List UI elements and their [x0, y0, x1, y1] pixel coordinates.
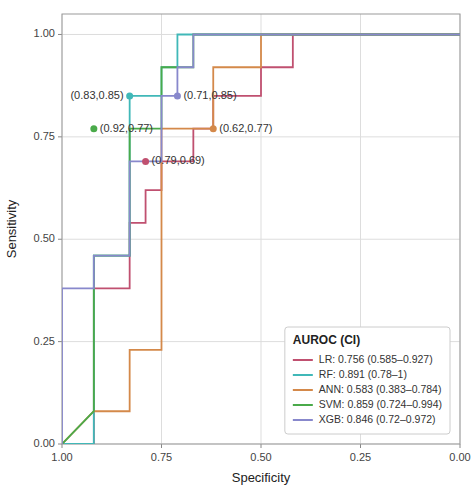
tick-label: 0.75	[34, 130, 55, 142]
chart: 1.000.750.500.250.000.000.250.500.751.00…	[0, 0, 474, 494]
legend-label: LR: 0.756 (0.585–0.927)	[319, 353, 433, 365]
tick-label: 0.50	[250, 451, 271, 463]
legend-swatch	[293, 374, 313, 376]
legend-box	[285, 327, 450, 434]
legend-swatch	[293, 404, 313, 406]
y-axis-label: Sensitivity	[4, 199, 19, 258]
roc-line	[62, 34, 460, 444]
point-label: (0.71,0.85)	[183, 89, 236, 101]
plot-area	[62, 34, 460, 444]
legend: AUROC (CI) LR: 0.756 (0.585–0.927) RF: 0.8…	[285, 327, 450, 434]
tick-mark	[261, 444, 262, 448]
point-marker	[90, 125, 97, 132]
tick-mark	[58, 34, 62, 35]
legend-title: AUROC (CI)	[293, 333, 360, 347]
roc-line	[62, 34, 460, 444]
tick-mark	[161, 444, 162, 448]
tick-label: 0.00	[449, 451, 470, 463]
point-marker	[174, 92, 181, 99]
grid-line	[62, 136, 460, 137]
point-marker	[126, 92, 133, 99]
tick-mark	[58, 444, 62, 445]
point-label: (0.79,0.69)	[152, 154, 205, 166]
grid-line	[62, 239, 460, 240]
point-label: (0.62,0.77)	[219, 122, 272, 134]
legend-label: XGB: 0.846 (0.72–0.972)	[319, 413, 436, 425]
point-label: (0.92,0.77)	[100, 122, 153, 134]
roc-line	[62, 34, 460, 444]
tick-label: 1.00	[51, 451, 72, 463]
tick-label: 0.50	[34, 232, 55, 244]
roc-line	[62, 34, 460, 444]
grid	[62, 14, 460, 444]
tick-mark	[62, 444, 63, 448]
tick-mark	[58, 239, 62, 240]
point-label: (0.83,0.85)	[70, 89, 123, 101]
legend-swatch	[293, 389, 313, 391]
tick-mark	[460, 444, 461, 448]
point-labels: (0.79,0.69) (0.83,0.85) (0.62,0.77) (0.92,0…	[70, 89, 272, 167]
tick-label: 0.00	[34, 437, 55, 449]
point-marker	[210, 125, 217, 132]
ticks: 1.00 0.75 0.50 0.25 0.00 0.00 0.25 0.50 0.75 1.00	[34, 27, 471, 463]
legend-label: ANN: 0.583 (0.383–0.784)	[319, 383, 442, 395]
plot-frame	[62, 14, 460, 444]
legend-swatch	[293, 419, 313, 421]
tick-label: 1.00	[34, 27, 55, 39]
point-marker	[142, 158, 149, 165]
legend-label: RF: 0.891 (0.78–1)	[319, 368, 407, 380]
tick-mark	[58, 136, 62, 137]
tick-mark	[58, 341, 62, 342]
tick-mark	[360, 444, 361, 448]
legend-swatch	[293, 359, 313, 361]
legend-label: SVM: 0.859 (0.724–0.994)	[319, 398, 442, 410]
x-axis-label: Specificity	[232, 470, 291, 485]
tick-label: 0.25	[350, 451, 371, 463]
tick-label: 0.75	[151, 451, 172, 463]
tick-label: 0.25	[34, 335, 55, 347]
roc-line	[62, 34, 460, 444]
